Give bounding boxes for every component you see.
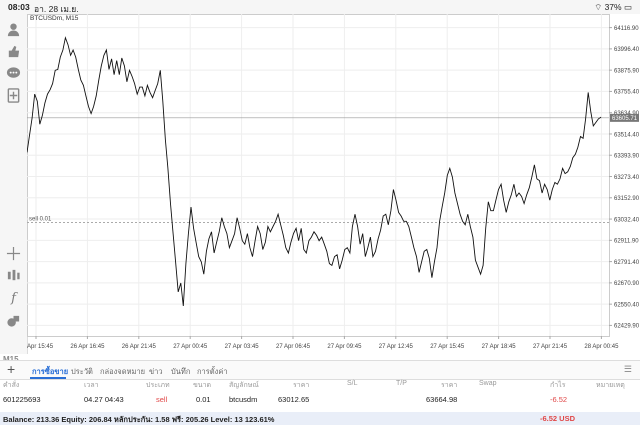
y-tick-label: 62429.90	[614, 324, 640, 330]
cell-profit: -6.52	[550, 395, 568, 404]
document-add-icon[interactable]	[4, 86, 23, 105]
person-icon[interactable]	[4, 20, 23, 39]
trade-table-header: คำสั่ง เวลา ประเภท ขนาด สัญลักษณ์ ราคา S…	[0, 380, 640, 391]
y-tick-label: 64116.90	[614, 26, 639, 32]
x-tick-label: 27 Apr 12:45	[379, 344, 414, 350]
col-price: ราคา	[293, 382, 310, 389]
chart-symbol-label: BTCUSDm, M15	[30, 15, 79, 22]
sell-level-label: sell 0.01	[29, 217, 52, 223]
x-tick-label: 26 Apr 21:45	[122, 344, 157, 350]
battery-icon: ▭	[623, 2, 632, 12]
crosshair-icon[interactable]	[4, 244, 23, 263]
col-size: ขนาด	[193, 382, 212, 389]
x-tick-label: 27 Apr 15:45	[430, 344, 465, 350]
x-tick-label: 27 Apr 06:45	[276, 344, 311, 350]
col-profit: กำไร	[550, 382, 566, 389]
tab-journal[interactable]: บันทึก	[171, 367, 191, 376]
price-chart[interactable]: 64116.9063996.4063875.9063755.4063634.90…	[27, 14, 640, 354]
col-symbol: สัญลักษณ์	[229, 382, 259, 389]
toggle-panel-icon[interactable]: ☰	[623, 364, 632, 374]
tab-settings[interactable]: การตั้งค่า	[197, 367, 228, 376]
cell-time: 04.27 04:43	[84, 395, 124, 404]
tab-history[interactable]: ประวัติ	[71, 367, 93, 376]
chat-icon[interactable]	[4, 64, 23, 83]
status-date: อา. 28 เม.ย.	[34, 4, 79, 14]
y-tick-label: 63514.40	[614, 132, 640, 138]
balance-bar: Balance: 213.36 Equity: 206.84 หลักประกั…	[0, 412, 640, 425]
chart-canvas[interactable]: 64116.9063996.4063875.9063755.4063634.90…	[27, 14, 640, 354]
status-bar: 08:03 อา. 28 เม.ย. ⌔ 37% ▭	[0, 0, 640, 14]
col-time: เวลา	[84, 382, 99, 389]
x-tick-label: 27 Apr 00:45	[173, 344, 208, 350]
y-tick-label: 63996.40	[614, 47, 640, 53]
current-price-label: 63605.71	[612, 116, 638, 122]
x-tick-label: 26 Apr 16:45	[70, 344, 105, 350]
cell-type: sell	[156, 395, 168, 404]
tab-trade[interactable]: การซื้อขาย	[32, 367, 69, 376]
y-tick-label: 63273.40	[614, 175, 640, 181]
y-tick-label: 63393.90	[614, 154, 640, 160]
y-tick-label: 62550.40	[614, 302, 640, 308]
current-price-tag	[610, 113, 639, 122]
y-tick-label: 63152.90	[614, 196, 640, 202]
bottom-tab-bar: + การซื้อขาย ประวัติ กล่องจดหมาย ข่าว บั…	[0, 360, 640, 380]
cell-symbol: btcusdm	[229, 395, 258, 404]
cell-order: 601225693	[3, 395, 41, 404]
balance-text: Balance: 213.36 Equity: 206.84 หลักประกั…	[3, 415, 275, 424]
cell-current-price: 63664.98	[426, 395, 458, 404]
col-sl: S/L	[347, 380, 358, 387]
cell-size: 0.01	[196, 395, 211, 404]
x-tick-label: 28 Apr 00:45	[584, 344, 619, 350]
col-comment: หมายเหตุ	[596, 382, 625, 389]
x-tick-label: 27 Apr 21:45	[533, 344, 568, 350]
y-tick-label: 63032.40	[614, 217, 640, 223]
tab-mailbox[interactable]: กล่องจดหมาย	[100, 367, 146, 376]
price-series-line	[27, 36, 602, 307]
y-tick-label: 62911.90	[614, 239, 639, 245]
col-order: คำสั่ง	[3, 382, 20, 389]
status-battery: ⌔ 37% ▭	[594, 2, 632, 12]
chart-toolbar: f	[0, 14, 28, 354]
col-type: ประเภท	[146, 382, 170, 389]
x-tick-label: 27 Apr 03:45	[225, 344, 260, 350]
table-row[interactable]: 601225693 04.27 04:43 sell 0.01 btcusdm …	[0, 395, 640, 409]
col-current-price: ราคา	[441, 382, 458, 389]
indicator-icon[interactable]	[4, 266, 23, 285]
x-tick-label: 27 Apr 09:45	[327, 344, 362, 350]
status-time: 08:03	[8, 2, 30, 12]
x-tick-label: 27 Apr 18:45	[482, 344, 517, 350]
cell-price: 63012.65	[278, 395, 310, 404]
col-swap: Swap	[479, 380, 497, 387]
total-profit: -6.52 USD	[540, 414, 576, 423]
add-icon[interactable]: +	[7, 361, 16, 377]
chart-frame	[27, 14, 610, 337]
objects-icon[interactable]	[4, 312, 23, 331]
y-tick-label: 63875.90	[614, 68, 640, 74]
col-tp: T/P	[396, 380, 407, 387]
tab-news[interactable]: ข่าว	[149, 367, 163, 376]
x-tick-label: 26 Apr 15:45	[27, 344, 54, 350]
timeframe-button[interactable]: M15	[3, 355, 19, 364]
thumbs-icon[interactable]	[4, 42, 23, 61]
y-tick-label: 62670.90	[614, 281, 640, 287]
function-icon[interactable]: f	[11, 291, 16, 306]
active-tab-indicator	[30, 377, 66, 379]
y-tick-label: 63755.40	[614, 90, 640, 96]
y-tick-label: 62791.40	[614, 260, 640, 266]
